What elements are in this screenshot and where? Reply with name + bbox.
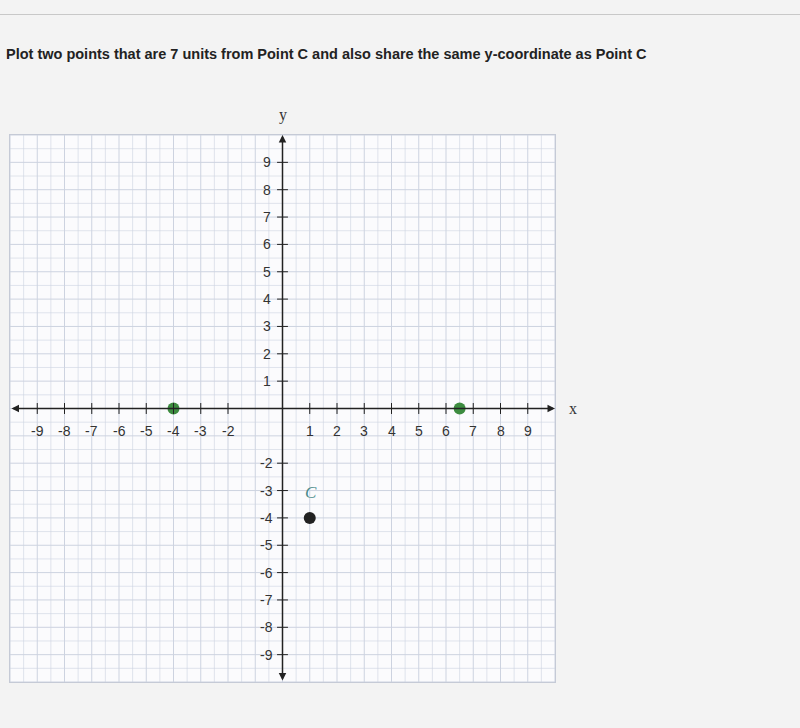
svg-text:y: y <box>279 106 287 124</box>
svg-text:3: 3 <box>360 423 368 439</box>
svg-text:7: 7 <box>469 423 477 439</box>
svg-text:-2: -2 <box>260 455 273 471</box>
svg-text:-4: -4 <box>260 510 273 526</box>
svg-text:-7: -7 <box>85 423 98 439</box>
svg-text:9: 9 <box>524 423 532 439</box>
html-text:Plot two points that are 7 uni: Plot two points that are 7 units from Po… <box>6 46 647 62</box>
svg-text:-6: -6 <box>113 423 126 439</box>
svg-text:-9: -9 <box>31 423 44 439</box>
svg-text:-4: -4 <box>167 423 180 439</box>
svg-text:5: 5 <box>263 264 271 280</box>
svg-text:2: 2 <box>263 346 271 362</box>
svg-text:-5: -5 <box>260 537 273 553</box>
svg-text:-8: -8 <box>58 423 71 439</box>
svg-text:1: 1 <box>306 423 314 439</box>
svg-text:-9: -9 <box>260 647 273 663</box>
svg-text:6: 6 <box>442 423 450 439</box>
svg-text:-6: -6 <box>260 565 273 581</box>
svg-text:9: 9 <box>263 154 271 170</box>
svg-text:1: 1 <box>263 373 271 389</box>
svg-text:4: 4 <box>388 423 396 439</box>
svg-text:7: 7 <box>263 209 271 225</box>
svg-text:-3: -3 <box>260 483 273 499</box>
svg-text:6: 6 <box>263 236 271 252</box>
svg-text:4: 4 <box>263 291 271 307</box>
svg-text:x: x <box>569 400 577 417</box>
svg-text:-5: -5 <box>140 423 153 439</box>
svg-text:8: 8 <box>497 423 505 439</box>
svg-text:C: C <box>305 483 317 502</box>
svg-text:-2: -2 <box>222 423 235 439</box>
svg-text:2: 2 <box>333 423 341 439</box>
svg-text:5: 5 <box>415 423 423 439</box>
svg-text:-3: -3 <box>194 423 207 439</box>
svg-text:-7: -7 <box>260 592 273 608</box>
svg-text:8: 8 <box>263 182 271 198</box>
svg-text:-8: -8 <box>260 619 273 635</box>
svg-text:3: 3 <box>263 318 271 334</box>
